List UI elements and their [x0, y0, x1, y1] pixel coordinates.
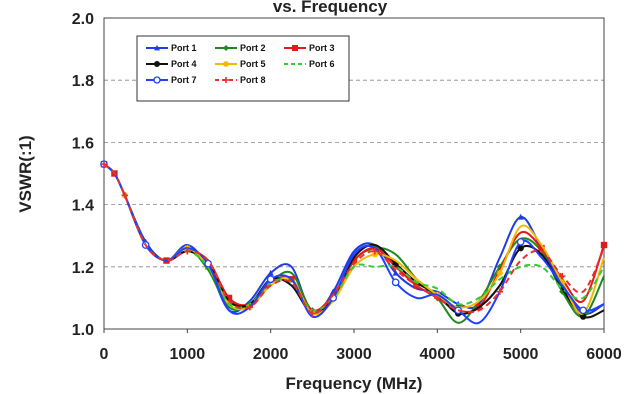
y-tick-label: 2.0 — [72, 11, 94, 28]
chart-title: vs. Frequency — [273, 0, 388, 16]
x-tick-label: 6000 — [586, 346, 622, 363]
data-point — [516, 238, 525, 246]
data-point — [600, 241, 608, 249]
y-tick-label: 1.0 — [72, 322, 94, 339]
legend-label: Port 2 — [240, 43, 266, 53]
legend-label: Port 5 — [240, 59, 266, 69]
legend-marker — [223, 61, 229, 67]
legend-item: Port 2 — [215, 43, 266, 53]
x-tick-label: 2000 — [253, 346, 289, 363]
legend: Port 1 Port 2 Port 3 Port 4 Port 5 Port 6 Port… — [136, 35, 350, 102]
series-line-port-3 — [103, 163, 605, 313]
legend-label: Port 1 — [171, 43, 197, 53]
series-line-port-8 — [103, 163, 605, 315]
series-line-port-6 — [103, 163, 605, 312]
legend-label: Port 4 — [171, 59, 197, 69]
x-axis-label: Frequency (MHz) — [286, 374, 423, 393]
series-port-7 — [100, 160, 605, 325]
series-port-6 — [103, 163, 605, 312]
x-tick-label: 3000 — [336, 346, 372, 363]
legend-marker — [223, 45, 229, 51]
data-point — [267, 269, 274, 276]
data-point — [538, 244, 545, 252]
legend-label: Port 6 — [309, 59, 335, 69]
data-point — [559, 288, 566, 295]
series-line-port-4 — [103, 163, 605, 319]
data-point — [579, 306, 588, 315]
legend-label: Port 8 — [240, 75, 266, 85]
data-point — [392, 269, 399, 276]
legend-item: Port 8 — [215, 75, 266, 85]
legend-marker — [154, 45, 160, 51]
data-point — [434, 294, 441, 302]
series-layer — [100, 160, 608, 325]
data-point — [496, 269, 504, 277]
x-tick-label: 4000 — [420, 346, 456, 363]
data-point — [391, 278, 400, 287]
legend-label: Port 7 — [171, 75, 197, 85]
legend-marker — [223, 77, 229, 83]
y-tick-label: 1.6 — [72, 135, 94, 152]
x-tick-label: 0 — [100, 346, 109, 363]
series-port-3 — [100, 160, 608, 313]
legend-box — [136, 35, 350, 102]
legend-marker — [154, 61, 160, 67]
series-port-8 — [100, 160, 605, 317]
data-point — [204, 259, 213, 268]
x-tick-label: 1000 — [170, 346, 206, 363]
data-point — [517, 213, 524, 220]
data-point — [266, 275, 275, 284]
data-point — [371, 248, 379, 255]
data-point — [100, 160, 108, 168]
data-point — [517, 244, 524, 252]
legend-item: Port 6 — [284, 59, 335, 69]
legend-item: Port 1 — [146, 43, 197, 53]
data-point — [579, 313, 587, 320]
data-point — [309, 310, 316, 317]
data-point — [184, 248, 191, 255]
data-point — [246, 304, 254, 311]
data-point — [559, 272, 566, 280]
y-tick-label: 1.2 — [72, 260, 94, 277]
legend-item: Port 5 — [215, 59, 266, 69]
y-tick-label: 1.8 — [72, 73, 94, 90]
legend-item: Port 3 — [284, 43, 335, 53]
legend-item: Port 4 — [146, 59, 197, 69]
series-line-port-7 — [103, 163, 605, 325]
y-tick-label: 1.4 — [72, 198, 94, 215]
legend-item: Port 7 — [146, 75, 197, 85]
data-point — [121, 192, 129, 199]
data-point — [225, 294, 233, 302]
y-tick-labels: 1.0 1.2 1.4 1.6 1.8 2.0 — [72, 11, 94, 339]
legend-label: Port 3 — [309, 43, 335, 53]
data-point — [559, 279, 566, 286]
legend-marker — [292, 45, 298, 51]
legend-marker — [153, 76, 161, 84]
y-axis-label: VSWR(:1) — [16, 135, 35, 212]
data-point — [350, 257, 358, 264]
x-tick-label: 5000 — [503, 346, 539, 363]
data-point — [496, 288, 504, 295]
x-tick-labels: 0 1000 2000 3000 4000 5000 6000 — [100, 329, 622, 363]
